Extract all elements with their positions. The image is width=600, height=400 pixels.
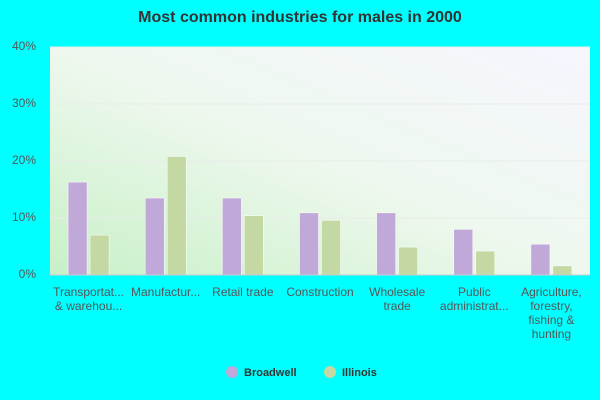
y-tick-label: 20% — [12, 153, 36, 167]
bar — [321, 220, 341, 276]
legend-label: Broadwell — [244, 367, 297, 379]
bar — [376, 212, 396, 276]
bar — [67, 181, 88, 276]
bar — [244, 215, 264, 276]
legend-marker — [226, 366, 238, 378]
chart-title: Most common industries for males in 2000 — [138, 9, 462, 26]
bar — [89, 234, 110, 276]
bar — [475, 250, 496, 276]
bar — [166, 156, 187, 276]
legend-label: Illinois — [342, 367, 377, 379]
bar — [299, 212, 319, 276]
y-tick-label: 40% — [12, 39, 36, 53]
x-tick-label: Wholesale trade — [369, 285, 426, 313]
legend-marker — [324, 366, 336, 378]
x-tick-label: Construction — [286, 285, 354, 299]
x-tick-label: Public administrat... — [439, 285, 509, 313]
bar — [530, 243, 551, 276]
bar — [398, 246, 418, 276]
bar — [144, 197, 165, 276]
x-tick-label: Manufactur... — [131, 285, 201, 299]
bar — [453, 229, 474, 276]
bar — [552, 265, 573, 276]
y-tick-label: 30% — [12, 96, 36, 110]
y-tick-label: 10% — [12, 210, 36, 224]
x-tick-label: Transportat... & warehou... — [53, 285, 125, 313]
x-tick-label: Agriculture, forestry, fishing & hunting — [521, 285, 582, 341]
y-tick-label: 0% — [19, 267, 37, 281]
bar — [222, 197, 242, 276]
x-tick-label: Retail trade — [212, 285, 274, 299]
